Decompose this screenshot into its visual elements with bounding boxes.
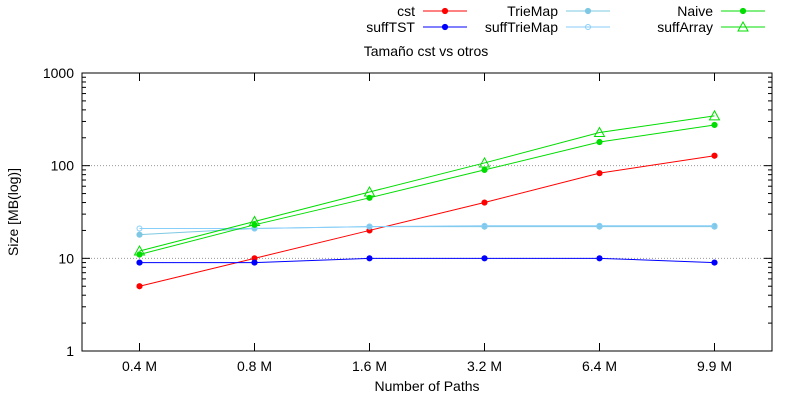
x-axis: 0.4 M 0.8 M 1.6 M 3.2 M 6.4 M 9.9 M [122, 73, 732, 374]
data-point [711, 152, 718, 159]
y-tick-label: 100 [51, 158, 75, 174]
x-tick-label: 6.4 M [582, 358, 617, 374]
chart-title: Tamaño cst vs otros [364, 43, 489, 59]
data-point [708, 109, 721, 121]
data-point [366, 194, 373, 201]
legend-marker [441, 23, 449, 31]
x-tick-label: 0.4 M [122, 358, 157, 374]
series-suffTST [136, 255, 718, 266]
data-point [596, 138, 603, 146]
series-suffArray [133, 109, 721, 256]
data-point [136, 283, 143, 290]
legend-item: suffTrieMap [485, 19, 610, 35]
legend-label: TrieMap [507, 3, 558, 19]
data-point [478, 156, 491, 168]
legend-item: Naive [677, 3, 765, 19]
data-point [711, 121, 718, 129]
y-axis: 1 10 100 1000 [43, 65, 772, 359]
legend-marker [739, 7, 747, 15]
data-point [363, 185, 376, 197]
plot-frame [81, 72, 773, 352]
legend-label: suffTrieMap [485, 19, 558, 35]
data-point [136, 259, 143, 266]
data-point [248, 215, 261, 226]
y-tick-label: 1000 [43, 65, 74, 81]
grid-lines [82, 165, 772, 259]
x-tick-label: 3.2 M [467, 358, 502, 374]
series-line [139, 155, 715, 287]
data-point [596, 170, 603, 177]
legend-item: TrieMap [507, 3, 610, 19]
data-point [596, 255, 603, 262]
legend-label: cst [397, 3, 415, 19]
series-suffTrieMap [136, 222, 718, 232]
legend-item: suffTST [366, 19, 467, 35]
y-tick-label: 10 [58, 250, 74, 266]
data-point [481, 222, 488, 229]
legend-marker [737, 20, 749, 32]
x-tick-label: 0.8 M [237, 358, 272, 374]
data-point [481, 166, 488, 174]
data-point [366, 255, 373, 262]
series-line [139, 257, 715, 264]
legend-label: Naive [677, 3, 713, 19]
data-point [133, 244, 146, 256]
series-line [139, 115, 715, 252]
legend-label: suffArray [657, 19, 713, 35]
x-tick-label: 9.9 M [697, 358, 732, 374]
data-point [136, 231, 143, 238]
data-point [136, 225, 143, 232]
x-tick-label: 1.6 M [352, 358, 387, 374]
legend-label: suffTST [366, 19, 415, 35]
series-group [133, 109, 721, 290]
series-line [139, 124, 715, 255]
legend-marker [584, 7, 592, 15]
x-axis-label: Number of Paths [374, 378, 479, 394]
data-point [481, 255, 488, 262]
y-axis-label: Size [MB(log)] [5, 168, 21, 256]
series-line [139, 225, 715, 229]
legend-marker [441, 7, 449, 15]
series-line [139, 226, 715, 236]
legend-item: suffArray [657, 19, 765, 35]
data-point [481, 199, 488, 206]
data-point [711, 259, 718, 266]
data-point [596, 222, 603, 229]
legend-marker [585, 24, 591, 30]
y-tick-label: 1 [66, 343, 74, 359]
series-cst [136, 152, 718, 290]
data-point [366, 223, 373, 230]
data-point [251, 259, 258, 266]
data-point [251, 221, 258, 228]
series-Naive [136, 121, 718, 258]
legend-item: cst [397, 3, 467, 19]
data-point [593, 126, 606, 137]
data-point [711, 222, 718, 229]
